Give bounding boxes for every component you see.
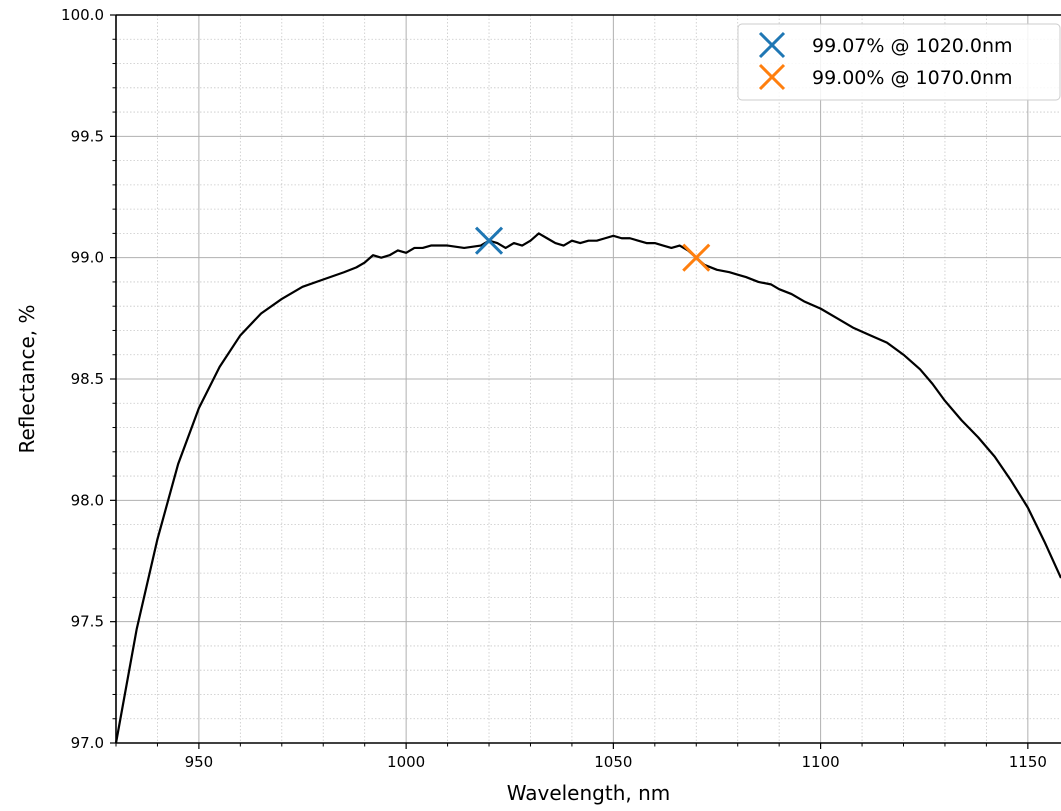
x-tick-label: 1100 [802, 753, 840, 771]
axes [110, 14, 1061, 749]
legend-marker-0 [758, 31, 786, 59]
x-tick-label: 950 [185, 753, 214, 771]
legend-marker-1 [758, 63, 786, 91]
marker-point-1-stroke-b [682, 243, 711, 272]
legend-label-1: 99.00% @ 1070.0nm [812, 67, 1013, 89]
y-tick-label: 99.5 [71, 127, 104, 145]
y-tick-label: 99.0 [71, 249, 104, 267]
x-axis-label: Wavelength, nm [507, 781, 671, 805]
x-tick-label: 1050 [594, 753, 632, 771]
marker-layer [474, 226, 711, 272]
y-tick-label: 98.0 [71, 491, 104, 509]
series-layer [114, 232, 1061, 744]
marker-point-0 [474, 226, 504, 255]
major-grid [116, 14, 1061, 744]
marker-point-0-stroke-b [474, 226, 504, 255]
legend: 99.07% @ 1020.0nm 99.00% @ 1070.0nm [737, 23, 1061, 101]
legend-marker-1-stroke-b [758, 63, 786, 91]
marker-point-1 [682, 243, 711, 272]
legend-label-0: 99.07% @ 1020.0nm [812, 35, 1013, 57]
y-tick-label: 97.0 [71, 734, 104, 752]
y-tick-label: 97.5 [71, 613, 104, 631]
tick-labels: 950 1000 1050 1100 1150 97.0 97.5 98.0 98.5 99.0 9… [61, 6, 1047, 771]
y-axis-label: Reflectance, % [15, 305, 39, 454]
series-line-0 [114, 232, 1061, 744]
x-tick-label: 1150 [1009, 753, 1047, 771]
legend-marker-0-stroke-b [758, 31, 786, 59]
x-tick-label: 1000 [387, 753, 425, 771]
legend-box [737, 23, 1061, 101]
y-tick-label: 98.5 [71, 370, 104, 388]
y-tick-label: 100.0 [61, 6, 104, 24]
